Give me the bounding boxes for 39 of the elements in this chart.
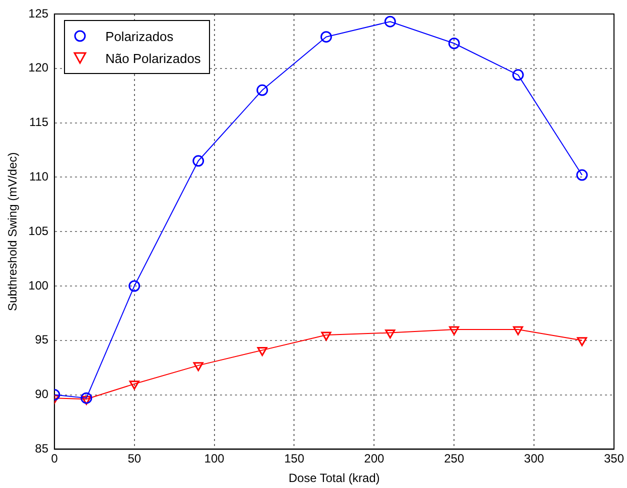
x-axis-title: Dose Total (krad) [288,471,380,486]
point [385,330,396,339]
y-tick-label: 125 [28,6,49,20]
point [128,280,140,292]
point [320,31,332,43]
point [256,84,268,96]
point [80,392,92,404]
x-tick-label: 200 [364,452,385,466]
x-tick-label: 250 [444,452,464,466]
y-tick-label: 85 [35,442,49,456]
point [384,16,396,28]
y-tick-label: 100 [28,278,49,292]
y-tick-label: 110 [29,170,49,184]
y-tick-label: 95 [35,332,49,347]
legend-label: Não Polarizados [105,50,201,66]
point [512,326,524,336]
point [576,337,588,346]
x-tick-label: 300 [524,452,544,466]
x-tick-label: 350 [604,452,624,466]
point [449,326,460,336]
x-tick-label: 50 [128,452,142,466]
y-tick-label: 90 [35,387,49,402]
point [81,396,92,405]
point [448,38,460,50]
point [512,69,524,81]
x-tick-label: 0 [51,452,58,466]
point [193,362,204,372]
point [576,169,588,181]
y-tick-label: 120 [28,60,49,75]
point [129,380,140,390]
y-tick-label: 115 [29,115,49,130]
x-tick-label: 100 [204,452,225,466]
legend-label: Polarizados [105,28,174,44]
y-tick-label: 105 [28,224,49,238]
point [321,332,332,341]
point [192,155,204,167]
x-tick-label: 150 [284,452,305,466]
point [257,346,268,356]
y-axis-title: Subthreshold Swing (mV/dec) [6,152,20,311]
